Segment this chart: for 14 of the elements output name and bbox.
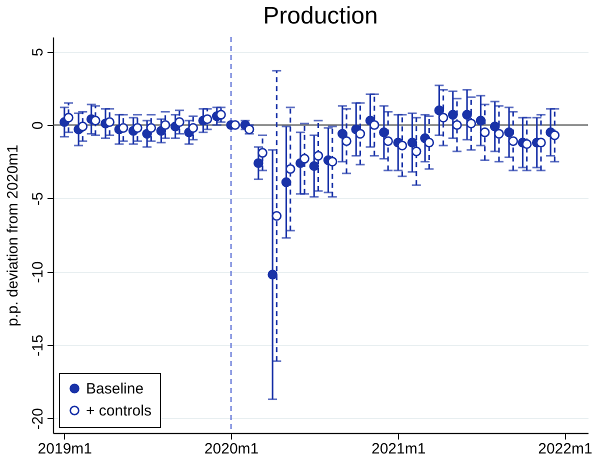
y-tick-label: 0: [30, 121, 46, 130]
x-tick-label: 2022m1: [538, 440, 592, 458]
y-tick-label: -10: [30, 261, 46, 284]
x-tick-label: 2019m1: [38, 440, 92, 458]
chart-title: Production: [263, 2, 378, 30]
y-tick-label: -5: [30, 192, 46, 206]
x-tick-label: 2021m1: [371, 440, 426, 458]
legend-label: + controls: [86, 402, 152, 420]
y-axis-title: p.p. deviation from 2020m1: [4, 144, 22, 326]
x-tick-label: 2020m1: [204, 440, 259, 458]
y-tick-label: 5: [30, 48, 46, 56]
y-tick-label: -15: [30, 334, 46, 356]
y-tick-label: -20: [30, 408, 46, 430]
legend-label: Baseline: [86, 380, 144, 398]
